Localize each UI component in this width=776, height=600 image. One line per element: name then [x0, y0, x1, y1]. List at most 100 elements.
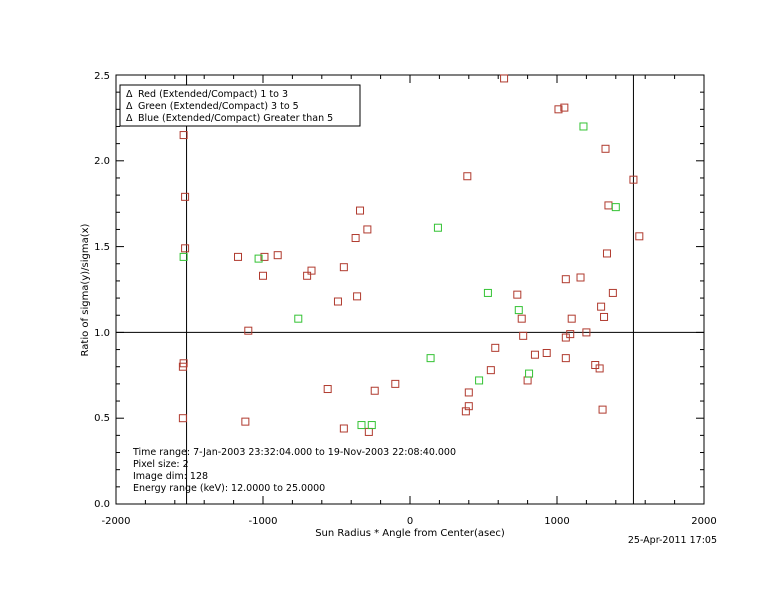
- red-data-point: [339, 263, 348, 272]
- timestamp: 25-Apr-2011 17:05: [628, 535, 717, 546]
- legend: Δ Red (Extended/Compact) 1 to 3 Δ Green …: [119, 84, 361, 127]
- red-data-point: [351, 234, 360, 243]
- y-tick-label: 0.5: [94, 413, 110, 424]
- red-data-point: [260, 252, 269, 261]
- green-data-point: [254, 254, 263, 263]
- red-data-point: [353, 292, 362, 301]
- x-tick-label: -2000: [101, 516, 130, 527]
- legend-box: [119, 84, 361, 127]
- red-data-point: [234, 252, 243, 261]
- red-data-point: [370, 386, 379, 395]
- green-data-point: [525, 369, 534, 378]
- legend-symbol: Δ: [126, 113, 133, 124]
- pixel-size-text: Pixel size: 2: [133, 459, 189, 470]
- time-range-text: Time range: 7-Jan-2003 23:32:04.000 to 1…: [132, 447, 456, 458]
- red-data-point: [178, 414, 187, 423]
- x-tick-label: 1000: [544, 516, 569, 527]
- y-tick-label: 2.0: [94, 156, 110, 167]
- red-data-point: [554, 105, 563, 114]
- red-data-point: [576, 273, 585, 282]
- red-data-point: [364, 427, 373, 436]
- red-data-point: [519, 331, 528, 340]
- green-data-point: [357, 421, 366, 430]
- legend-symbol: Δ: [126, 101, 133, 112]
- red-data-point: [561, 354, 570, 363]
- green-data-point: [433, 223, 442, 232]
- red-data-point: [582, 328, 591, 337]
- x-axis-title: Sun Radius * Angle from Center(asec): [315, 528, 505, 539]
- red-data-point: [463, 172, 472, 181]
- legend-entry-blue: Blue (Extended/Compact) Greater than 5: [138, 113, 333, 124]
- red-data-point: [181, 192, 190, 201]
- y-tick-label: 0.0: [94, 499, 110, 510]
- red-data-point: [339, 424, 348, 433]
- green-data-point: [514, 306, 523, 315]
- image-dim-text: Image dim: 128: [133, 471, 208, 482]
- red-data-point: [601, 144, 610, 153]
- red-data-point: [542, 348, 551, 357]
- red-data-point: [486, 366, 495, 375]
- info-annotation: Time range: 7-Jan-2003 23:32:04.000 to 1…: [132, 447, 456, 494]
- green-data-point: [611, 203, 620, 212]
- red-data-point: [363, 225, 372, 234]
- x-tick-label: 0: [407, 516, 413, 527]
- green-data-point: [483, 288, 492, 297]
- x-tick-label: -1000: [248, 516, 277, 527]
- green-data-point: [367, 421, 376, 430]
- red-data-point: [179, 131, 188, 140]
- legend-entry-red: Red (Extended/Compact) 1 to 3: [138, 89, 288, 100]
- red-data-point: [500, 74, 509, 83]
- red-data-point: [356, 206, 365, 215]
- red-data-point: [629, 175, 638, 184]
- red-data-point: [595, 364, 604, 373]
- y-axis-title: Ratio of sigma(y)/sigma(x): [80, 223, 91, 356]
- red-data-point: [307, 266, 316, 275]
- red-data-point: [244, 326, 253, 335]
- red-data-point: [513, 290, 522, 299]
- green-data-point: [475, 376, 484, 385]
- red-data-point: [561, 275, 570, 284]
- y-tick-label: 1.0: [94, 328, 110, 339]
- green-data-point: [426, 354, 435, 363]
- red-data-point: [181, 244, 190, 253]
- y-tick-label: 1.5: [94, 242, 110, 253]
- red-data-point: [602, 249, 611, 258]
- red-data-point: [464, 388, 473, 397]
- green-data-point: [179, 252, 188, 261]
- red-data-point: [530, 350, 539, 359]
- legend-entry-green: Green (Extended/Compact) 3 to 5: [138, 101, 299, 112]
- red-data-point: [517, 314, 526, 323]
- x-tick-labels: -2000 -1000 0 1000 2000: [101, 516, 716, 527]
- red-data-point: [604, 201, 613, 210]
- red-data-point: [491, 343, 500, 352]
- data-markers: [178, 74, 644, 436]
- red-data-point: [464, 402, 473, 411]
- energy-range-text: Energy range (keV): 12.0000 to 25.0000: [133, 483, 325, 494]
- red-data-point: [391, 379, 400, 388]
- x-tick-label: 2000: [691, 516, 716, 527]
- red-data-point: [566, 330, 575, 339]
- red-data-point: [323, 385, 332, 394]
- green-data-point: [579, 122, 588, 131]
- green-data-point: [294, 314, 303, 323]
- red-data-point: [178, 362, 187, 371]
- red-data-point: [303, 271, 312, 280]
- red-data-point: [598, 405, 607, 414]
- y-tick-labels: 0.0 0.5 1.0 1.5 2.0 2.5: [94, 71, 110, 510]
- y-tick-label: 2.5: [94, 71, 110, 82]
- red-data-point: [259, 271, 267, 280]
- axis-ticks: [115, 74, 705, 505]
- red-data-point: [273, 251, 282, 260]
- reference-lines: [116, 75, 704, 504]
- red-data-point: [333, 297, 342, 306]
- red-data-point: [600, 312, 609, 321]
- red-data-point: [597, 302, 606, 311]
- red-data-point: [635, 232, 644, 241]
- legend-symbol: Δ: [126, 89, 133, 100]
- red-data-point: [567, 314, 576, 323]
- red-data-point: [461, 407, 470, 416]
- red-data-point: [608, 288, 617, 297]
- red-data-point: [241, 417, 250, 426]
- red-data-point: [523, 376, 532, 385]
